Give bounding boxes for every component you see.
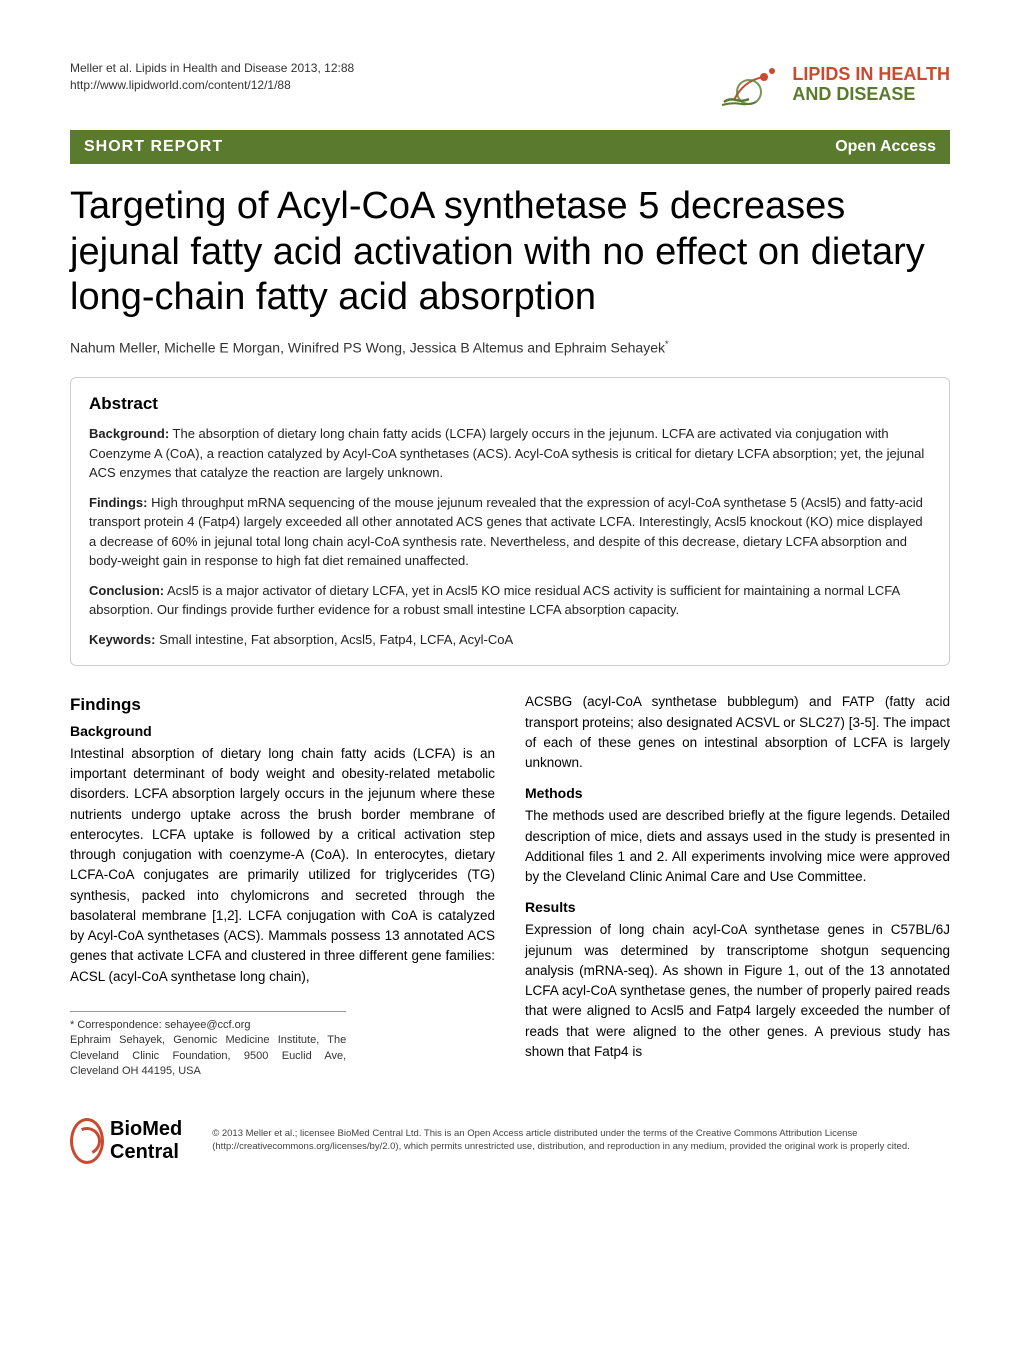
abstract-background: Background: The absorption of dietary lo… [89, 424, 931, 483]
journal-name-line2: AND DISEASE [792, 85, 950, 105]
abstract-heading: Abstract [89, 394, 931, 414]
authors-line: Nahum Meller, Michelle E Morgan, Winifre… [70, 339, 950, 356]
citation-text: Meller et al. Lipids in Health and Disea… [70, 60, 354, 77]
header-row: Meller et al. Lipids in Health and Disea… [70, 60, 950, 110]
journal-name-line1: LIPIDS IN HEALTH [792, 65, 950, 85]
results-heading: Results [525, 897, 950, 918]
citation-url: http://www.lipidworld.com/content/12/1/8… [70, 77, 354, 94]
body-columns: Findings Background Intestinal absorptio… [70, 692, 950, 1079]
findings-heading: Findings [70, 692, 495, 718]
abstract-conclusion-text: Acsl5 is a major activator of dietary LC… [89, 583, 899, 618]
abstract-findings-text: High throughput mRNA sequencing of the m… [89, 495, 923, 569]
background-paragraph-1: Intestinal absorption of dietary long ch… [70, 744, 495, 987]
abstract-background-text: The absorption of dietary long chain fat… [89, 426, 924, 480]
methods-paragraph: The methods used are described briefly a… [525, 806, 950, 887]
correspondence-email: * Correspondence: sehayee@ccf.org [70, 1018, 346, 1033]
column-left: Findings Background Intestinal absorptio… [70, 692, 495, 1079]
abstract-keywords-label: Keywords: [89, 632, 155, 647]
abstract-findings: Findings: High throughput mRNA sequencin… [89, 493, 931, 571]
column-right: ACSBG (acyl-CoA synthetase bubblegum) an… [525, 692, 950, 1079]
abstract-box: Abstract Background: The absorption of d… [70, 377, 950, 666]
article-type-label: SHORT REPORT [84, 138, 223, 156]
abstract-conclusion-label: Conclusion: [89, 583, 164, 598]
footer: BioMed Central © 2013 Meller et al.; lic… [70, 1106, 950, 1164]
correspondence-block: * Correspondence: sehayee@ccf.org Ephrai… [70, 1011, 346, 1080]
correspondence-address: Ephraim Sehayek, Genomic Medicine Instit… [70, 1033, 346, 1079]
background-paragraph-2: ACSBG (acyl-CoA synthetase bubblegum) an… [525, 692, 950, 773]
journal-logo: LIPIDS IN HEALTH AND DISEASE [714, 60, 950, 110]
background-subheading: Background [70, 721, 495, 742]
author-asterisk: * [665, 339, 669, 349]
citation-block: Meller et al. Lipids in Health and Disea… [70, 60, 354, 94]
journal-name: LIPIDS IN HEALTH AND DISEASE [792, 65, 950, 105]
article-title: Targeting of Acyl-CoA synthetase 5 decre… [70, 184, 950, 321]
biomed-central-icon [70, 1118, 104, 1164]
abstract-findings-label: Findings: [89, 495, 148, 510]
authors-names: Nahum Meller, Michelle E Morgan, Winifre… [70, 339, 665, 355]
biomed-central-label: BioMed Central [110, 1118, 194, 1164]
abstract-background-label: Background: [89, 426, 169, 441]
abstract-keywords: Keywords: Small intestine, Fat absorptio… [89, 630, 931, 650]
biomed-central-logo: BioMed Central [70, 1118, 194, 1164]
results-paragraph: Expression of long chain acyl-CoA synthe… [525, 920, 950, 1062]
abstract-keywords-text: Small intestine, Fat absorption, Acsl5, … [155, 632, 513, 647]
open-access-label: Open Access [835, 138, 936, 156]
abstract-conclusion: Conclusion: Acsl5 is a major activator o… [89, 581, 931, 620]
methods-heading: Methods [525, 783, 950, 804]
article-type-banner: SHORT REPORT Open Access [70, 130, 950, 164]
journal-logo-icon [714, 60, 784, 110]
license-text: © 2013 Meller et al.; licensee BioMed Ce… [212, 1128, 950, 1154]
